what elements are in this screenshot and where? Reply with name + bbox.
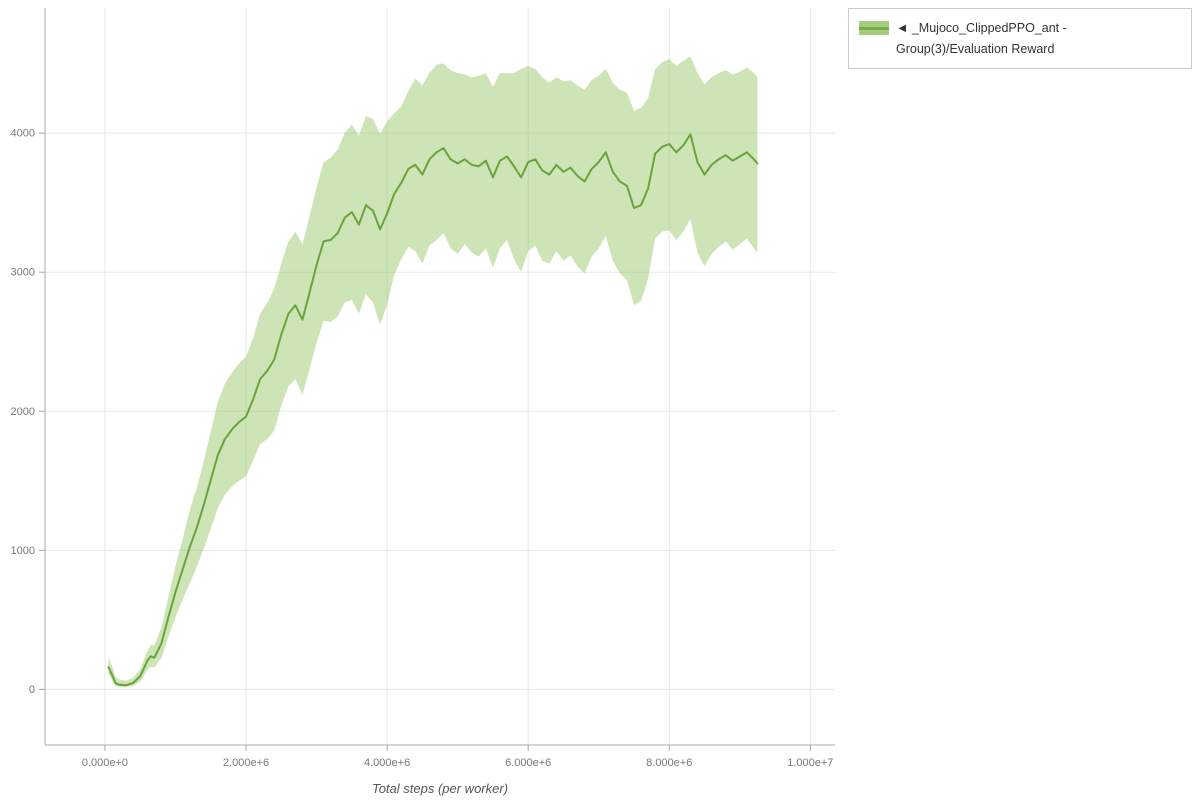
legend[interactable]: ◄ _Mujoco_ClippedPPO_ant - Group(3)/Eval… [848, 8, 1192, 70]
y-tick-label: 0 [29, 684, 35, 696]
y-tick-label: 4000 [11, 128, 35, 140]
mean-reward-line [107, 133, 759, 687]
confidence-band [108, 56, 758, 688]
legend-band-line-swatch [859, 21, 889, 35]
x-tick-label: 2.000e+6 [223, 757, 269, 769]
x-tick-label: 0.000e+0 [82, 757, 128, 769]
y-tick-label: 3000 [11, 267, 35, 279]
x-tick-label: 6.000e+6 [505, 757, 551, 769]
axes: 0 1000 2000 3000 4000 0.000e+0 2.000e+6 4.000e+… [11, 8, 835, 769]
y-tick-label: 1000 [11, 545, 35, 557]
legend-label: ◄ _Mujoco_ClippedPPO_ant - Group(3)/Eval… [896, 21, 1067, 56]
x-tick-label: 1.000e+7 [787, 757, 833, 769]
x-tick-label: 8.000e+6 [646, 757, 692, 769]
y-tick-label: 2000 [11, 406, 35, 418]
x-tick-label: 4.000e+6 [364, 757, 410, 769]
x-axis-title: Total steps (per worker) [371, 781, 509, 796]
legend-line-swatch [859, 27, 889, 30]
